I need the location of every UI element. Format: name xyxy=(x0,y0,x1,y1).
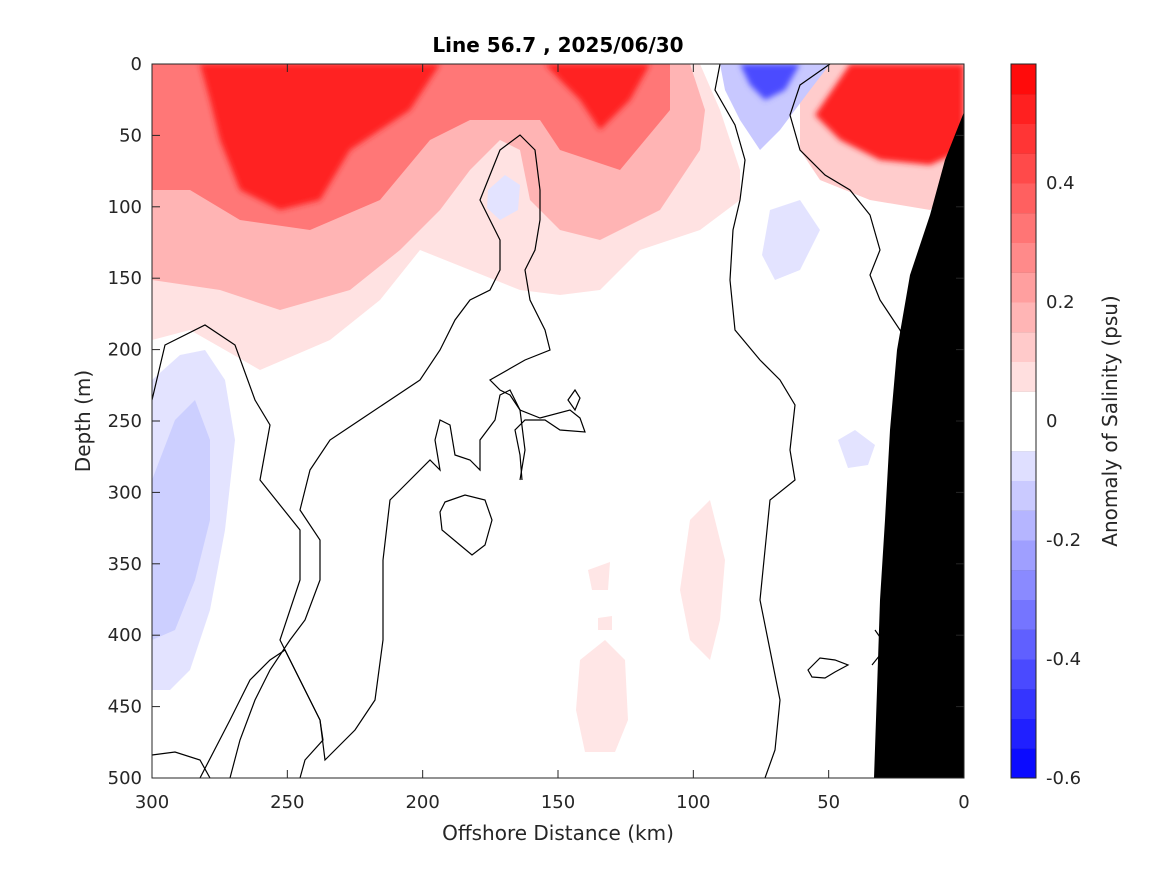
colorbar-swatch xyxy=(1011,64,1036,95)
y-tick-label: 0 xyxy=(131,54,142,75)
colorbar-swatch xyxy=(1011,510,1036,541)
chart-title: Line 56.7 , 2025/06/30 xyxy=(432,33,683,57)
positive-anomaly-patch-deep-4 xyxy=(576,640,628,752)
y-tick-label: 250 xyxy=(108,411,142,432)
colorbar-swatch xyxy=(1011,212,1036,243)
y-tick-label: 350 xyxy=(108,554,142,575)
colorbar: -0.6 -0.4 -0.2 0 0.2 0.4 Anomaly of Salinity … xyxy=(1010,63,1122,789)
y-axis-label: Depth (m) xyxy=(71,370,95,472)
positive-anomaly-core-coastal xyxy=(815,64,964,165)
negative-anomaly-patch-east xyxy=(762,200,820,280)
y-tick-label: 300 xyxy=(108,482,142,503)
colorbar-swatch xyxy=(1011,391,1036,422)
x-tick-label: 0 xyxy=(958,792,969,813)
colorbar-swatch xyxy=(1011,748,1036,779)
zero-contour-nearshore-a xyxy=(714,64,796,778)
colorbar-swatch xyxy=(1011,93,1036,124)
zero-contour-central-loop xyxy=(439,494,493,556)
y-axis-ticks: 0 50 100 150 200 250 300 350 400 450 500 xyxy=(108,54,964,789)
colorbar-swatch xyxy=(1011,688,1036,719)
y-tick-label: 150 xyxy=(108,268,142,289)
x-axis-ticks: 300 250 200 150 100 50 0 xyxy=(135,64,970,813)
colorbar-swatch xyxy=(1011,272,1036,303)
colorbar-tick-label: -0.2 xyxy=(1046,530,1081,551)
colorbar-swatch xyxy=(1011,569,1036,600)
y-tick-label: 500 xyxy=(108,768,142,789)
colorbar-swatch xyxy=(1011,659,1036,690)
zero-contour-central-tongue xyxy=(199,649,324,778)
x-tick-label: 300 xyxy=(135,792,169,813)
colorbar-swatch xyxy=(1011,153,1036,184)
positive-anomaly-patch-deep-3 xyxy=(598,616,612,630)
y-axis: 0 50 100 150 200 250 300 350 400 450 500 Depth (m) xyxy=(71,54,964,789)
colorbar-swatches xyxy=(1011,63,1036,779)
colorbar-tick-label: 0 xyxy=(1046,411,1057,432)
negative-anomaly-core-deep-west xyxy=(152,400,210,640)
y-tick-label: 450 xyxy=(108,697,142,718)
colorbar-swatch xyxy=(1011,421,1036,452)
colorbar-swatch xyxy=(1011,242,1036,273)
zero-contour-central-small xyxy=(567,388,581,412)
colorbar-swatch xyxy=(1011,480,1036,511)
negative-anomaly-core-nearshore xyxy=(740,64,800,100)
colorbar-swatch xyxy=(1011,629,1036,660)
colorbar-swatch xyxy=(1011,123,1036,154)
positive-anomaly-core-west xyxy=(200,64,440,210)
colorbar-swatch xyxy=(1011,331,1036,362)
colorbar-tick-label: -0.6 xyxy=(1046,768,1081,789)
positive-anomaly-patch-deep-2 xyxy=(588,562,610,590)
y-tick-label: 100 xyxy=(108,197,142,218)
colorbar-frame xyxy=(1010,63,1037,779)
colorbar-label: Anomaly of Salinity (psu) xyxy=(1098,295,1122,546)
colorbar-tick-label: 0.4 xyxy=(1046,173,1075,194)
x-tick-label: 150 xyxy=(541,792,575,813)
y-tick-label: 50 xyxy=(119,125,142,146)
x-tick-label: 100 xyxy=(676,792,710,813)
x-tick-label: 200 xyxy=(405,792,439,813)
zero-contour-lines xyxy=(152,64,911,778)
colorbar-swatch xyxy=(1011,302,1036,333)
colorbar-swatch xyxy=(1011,450,1036,481)
colorbar-swatch xyxy=(1011,183,1036,214)
colorbar-ticks: -0.6 -0.4 -0.2 0 0.2 0.4 xyxy=(1046,173,1081,789)
positive-anomaly-core-central xyxy=(545,64,650,130)
zero-contour-nearshore-b xyxy=(789,64,911,351)
colorbar-swatch xyxy=(1011,599,1036,630)
colorbar-swatch xyxy=(1011,540,1036,571)
zero-contour-deep-east xyxy=(807,657,850,679)
plot-area xyxy=(151,63,965,779)
y-tick-label: 200 xyxy=(108,340,142,361)
negative-anomaly-region-nearshore xyxy=(720,64,830,150)
negative-anomaly-patch-mid xyxy=(487,175,520,220)
zero-contour-west xyxy=(152,324,586,762)
x-axis-label: Offshore Distance (km) xyxy=(442,821,674,845)
bathymetry-shelf xyxy=(874,112,964,778)
contour-fill-layer xyxy=(152,64,964,752)
zero-contour-central-main xyxy=(229,134,551,778)
x-tick-label: 250 xyxy=(270,792,304,813)
colorbar-swatch xyxy=(1011,361,1036,392)
negative-anomaly-patch-deep-east xyxy=(838,430,875,468)
colorbar-swatch xyxy=(1011,718,1036,749)
x-tick-label: 50 xyxy=(817,792,840,813)
colorbar-tick-label: 0.2 xyxy=(1046,292,1075,313)
y-tick-label: 400 xyxy=(108,625,142,646)
colorbar-tick-label: -0.4 xyxy=(1046,649,1081,670)
x-axis: 300 250 200 150 100 50 0 Offshore Distance (km… xyxy=(135,64,970,845)
positive-anomaly-patch-deep-1 xyxy=(680,500,725,660)
